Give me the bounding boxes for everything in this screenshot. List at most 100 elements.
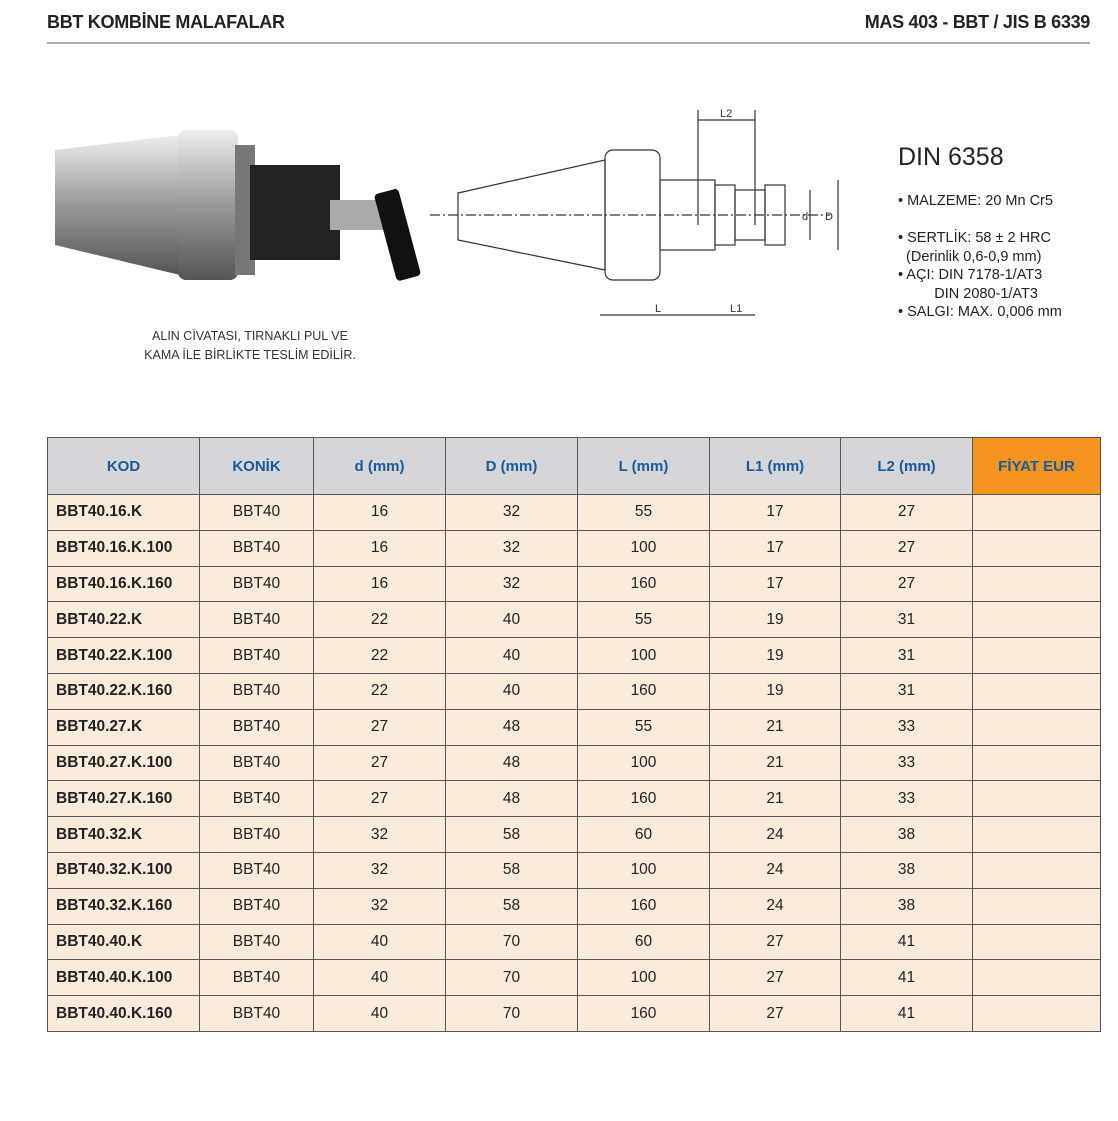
table-cell: BBT40.16.K (47, 494, 200, 531)
table-cell: 17 (709, 494, 841, 531)
table-cell: 60 (577, 923, 710, 961)
table-cell: 40 (445, 637, 578, 674)
table-cell: 27 (709, 995, 841, 1032)
dim-label-l1: L1 (730, 303, 742, 315)
table-cell: 21 (709, 708, 841, 746)
price-cell (972, 816, 1101, 853)
standard-title: MAS 403 - BBT / JIS B 6339 (864, 12, 1091, 32)
spec-line: (Derinlik 0,6-0,9 mm) (898, 248, 1042, 265)
spec-list: • MALZEME: 20 Mn Cr5 • SERTLİK: 58 ± 2 HR… (898, 192, 1113, 322)
table-cell: 24 (709, 887, 841, 925)
column-header: FİYAT EUR (972, 437, 1101, 495)
table-row: BBT40.40.K BBT40 40 70 60 27 41 (47, 923, 1101, 961)
table-row: BBT40.32.K.100 BBT40 32 58 100 24 38 (47, 851, 1101, 889)
table-cell: 40 (313, 995, 446, 1032)
table-cell: 40 (313, 923, 446, 961)
table-cell: 55 (577, 494, 710, 531)
price-cell (972, 637, 1101, 674)
table-cell: 55 (577, 601, 710, 639)
table-cell: 160 (577, 672, 710, 710)
table-cell: BBT40.16.K.160 (47, 565, 200, 603)
table-cell: BBT40 (199, 887, 314, 925)
table-cell: 55 (577, 708, 710, 746)
table-cell: 27 (840, 494, 973, 531)
table-cell: 100 (577, 637, 710, 674)
table-cell: 32 (445, 565, 578, 603)
table-cell: BBT40.32.K.100 (47, 851, 200, 889)
table-cell: 58 (445, 851, 578, 889)
table-cell: 16 (313, 494, 446, 531)
table-cell: 160 (577, 565, 710, 603)
table-cell: 32 (445, 494, 578, 531)
spec-line: • MALZEME: 20 Mn Cr5 (898, 193, 1053, 209)
table-cell: 33 (840, 744, 973, 782)
table-cell: 17 (709, 565, 841, 603)
product-table: KOD KONİK d (mm) D (mm) L (mm) L1 (mm) L2 (mm)… (47, 437, 1101, 1032)
table-row: BBT40.22.K.100 BBT40 22 40 100 19 31 (47, 637, 1101, 674)
table-cell: 40 (445, 672, 578, 710)
table-cell: 16 (313, 565, 446, 603)
table-cell: 17 (709, 529, 841, 567)
table-cell: 32 (445, 529, 578, 567)
table-cell: 40 (313, 959, 446, 997)
table-row: BBT40.22.K.160 BBT40 22 40 160 19 31 (47, 672, 1101, 710)
table-cell: BBT40.22.K.160 (47, 672, 200, 710)
table-cell: 21 (709, 780, 841, 818)
table-cell: BBT40 (199, 565, 314, 603)
table-cell: 58 (445, 816, 578, 853)
table-row: BBT40.27.K.160 BBT40 27 48 160 21 33 (47, 780, 1101, 818)
table-cell: BBT40 (199, 780, 314, 818)
price-cell (972, 494, 1101, 531)
dim-label-D: D (825, 211, 833, 223)
price-cell (972, 923, 1101, 961)
table-cell: 16 (313, 529, 446, 567)
table-cell: 70 (445, 959, 578, 997)
header-row: KOD KONİK d (mm) D (mm) L (mm) L1 (mm) L2 (mm)… (47, 437, 1101, 495)
table-cell: 32 (313, 887, 446, 925)
column-header: L (mm) (577, 437, 710, 495)
spec-spacer (898, 211, 1113, 230)
table-cell: 38 (840, 887, 973, 925)
table-cell: BBT40.40.K (47, 923, 200, 961)
price-cell (972, 995, 1101, 1032)
table-cell: 21 (709, 744, 841, 782)
table-cell: BBT40 (199, 995, 314, 1032)
dim-label-d: d (802, 211, 808, 223)
table-cell: 22 (313, 601, 446, 639)
table-cell: BBT40 (199, 744, 314, 782)
table-row: BBT40.32.K.160 BBT40 32 58 160 24 38 (47, 887, 1101, 925)
table-cell: 27 (313, 780, 446, 818)
table-row: BBT40.27.K.100 BBT40 27 48 100 21 33 (47, 744, 1101, 782)
table-cell: BBT40 (199, 923, 314, 961)
table-cell: 41 (840, 995, 973, 1032)
table-cell: 31 (840, 601, 973, 639)
table-row: BBT40.22.K BBT40 22 40 55 19 31 (47, 601, 1101, 639)
table-cell: BBT40.27.K.160 (47, 780, 200, 818)
table-cell: 100 (577, 529, 710, 567)
table-cell: 19 (709, 601, 841, 639)
table-row: BBT40.16.K.100 BBT40 16 32 100 17 27 (47, 529, 1101, 567)
product-photo (55, 130, 421, 281)
table-cell: 31 (840, 637, 973, 674)
delivery-note: ALIN CİVATASI, TIRNAKLI PUL VE KAMA İLE … (110, 327, 390, 365)
table-cell: 31 (840, 672, 973, 710)
dim-label-l2: L2 (720, 108, 732, 120)
column-header: L1 (mm) (709, 437, 841, 495)
spec-line: • SERTLİK: 58 ± 2 HRC (898, 230, 1051, 246)
table-cell: 70 (445, 923, 578, 961)
column-header: D (mm) (445, 437, 578, 495)
table-cell: 100 (577, 744, 710, 782)
price-cell (972, 851, 1101, 889)
table-cell: 38 (840, 816, 973, 853)
spec-line: • SALGI: MAX. 0,006 mm (898, 304, 1062, 320)
price-cell (972, 959, 1101, 997)
table-cell: 160 (577, 887, 710, 925)
table-cell: 48 (445, 744, 578, 782)
table-cell: BBT40.32.K (47, 816, 200, 853)
table-cell: 70 (445, 995, 578, 1032)
table-cell: BBT40 (199, 494, 314, 531)
table-cell: 40 (445, 601, 578, 639)
delivery-note-line: KAMA İLE BİRLİKTE TESLİM EDİLİR. (144, 348, 356, 362)
table-cell: 41 (840, 959, 973, 997)
